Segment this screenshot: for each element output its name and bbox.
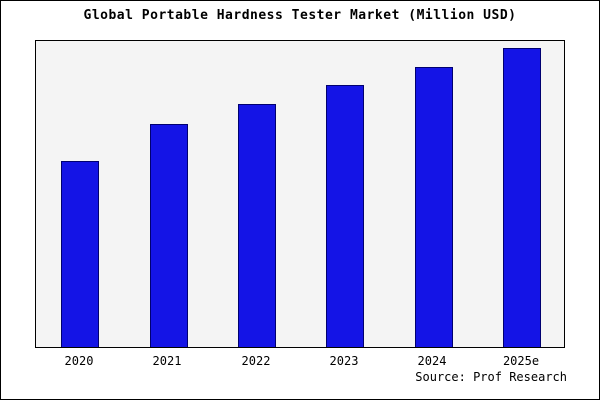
- bar-2024: [415, 67, 453, 347]
- bar-2022: [238, 104, 276, 347]
- chart-title: Global Portable Hardness Tester Market (…: [83, 8, 517, 23]
- bar-2020: [61, 161, 99, 347]
- source-note: Source: Prof Research: [415, 370, 567, 384]
- bar-2023: [326, 85, 364, 347]
- plot-area: [35, 40, 565, 348]
- bar-2025e: [503, 48, 541, 347]
- bar-2021: [150, 124, 188, 347]
